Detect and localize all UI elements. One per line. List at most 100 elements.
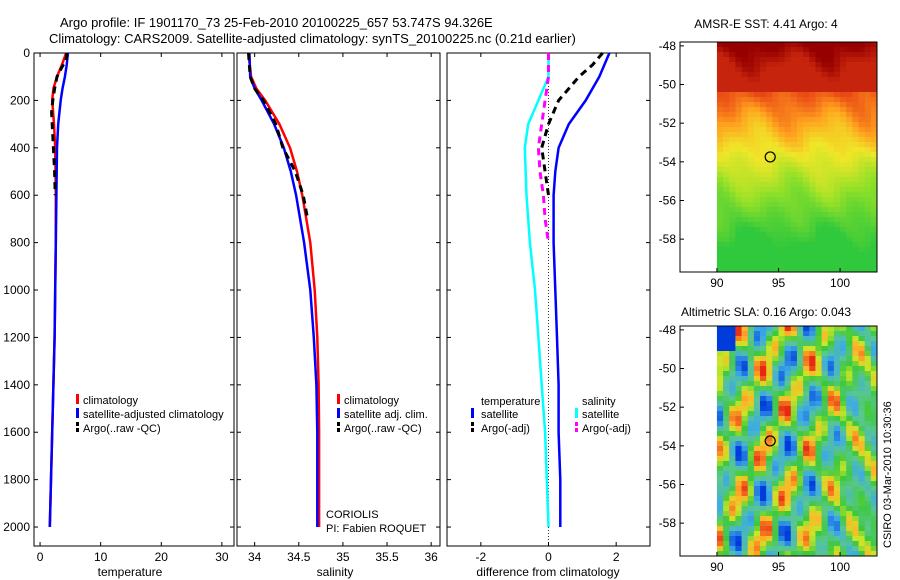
heatmap-cell — [821, 207, 829, 213]
heatmap-cell — [858, 52, 866, 58]
heatmap-cell — [858, 257, 866, 263]
heatmap-cell — [723, 396, 730, 402]
heatmap-cell — [803, 471, 810, 477]
heatmap-cell — [784, 127, 792, 133]
heatmap-cell — [803, 516, 810, 522]
heatmap-cell — [716, 162, 724, 168]
heatmap-cell — [833, 262, 841, 268]
heatmap-cell — [772, 242, 779, 248]
heatmap-cell — [852, 87, 859, 93]
heatmap-cell — [858, 411, 866, 417]
heatmap-cell — [827, 491, 835, 497]
heatmap-cell — [741, 222, 749, 228]
heatmap-cell — [729, 77, 736, 83]
heatmap-cell — [796, 416, 804, 422]
heatmap-cell — [741, 436, 749, 442]
heatmap-cell — [821, 471, 829, 477]
heatmap-cell — [827, 87, 835, 93]
heatmap-cell — [778, 77, 786, 83]
heatmap-cell — [747, 461, 755, 467]
heatmap-cell — [846, 162, 853, 168]
heatmap-cell — [772, 551, 779, 557]
heatmap-cell — [716, 102, 724, 108]
heatmap-cell — [753, 262, 761, 268]
legend-marker-satellite-adj — [337, 408, 340, 418]
heatmap-cell — [870, 481, 878, 487]
heatmap-cell — [796, 431, 804, 437]
heatmap-cell — [870, 476, 878, 482]
heatmap-cell — [870, 456, 878, 462]
heatmap-cell — [729, 331, 736, 337]
heatmap-cell — [833, 481, 841, 487]
heatmap-cell — [747, 526, 755, 532]
heatmap-cell — [747, 466, 755, 472]
heatmap-cell — [747, 252, 755, 258]
heatmap-cell — [796, 52, 804, 58]
heatmap-cell — [766, 237, 773, 243]
heatmap-cell — [796, 217, 804, 223]
heatmap-cell — [809, 157, 816, 163]
heatmap-cell — [735, 127, 742, 133]
heatmap-cell — [803, 102, 810, 108]
heatmap-cell — [846, 192, 853, 198]
heatmap-cell — [760, 162, 767, 168]
heatmap-cell — [766, 42, 773, 48]
heatmap-cell — [864, 411, 872, 417]
heatmap-cell — [772, 506, 779, 512]
heatmap-cell — [723, 386, 730, 392]
heatmap-cell — [858, 526, 866, 532]
heatmap-cell — [735, 431, 742, 437]
y-tick-label: 1000 — [3, 283, 30, 297]
heatmap-cell — [778, 346, 786, 352]
heatmap-cell — [716, 331, 724, 337]
heatmap-cell — [784, 411, 792, 417]
heatmap-cell — [723, 247, 730, 253]
heatmap-cell — [723, 506, 730, 512]
heatmap-cell — [864, 351, 872, 357]
heatmap-cell — [846, 257, 853, 263]
heatmap-cell — [784, 197, 792, 203]
heatmap-cell — [833, 391, 841, 397]
heatmap-cell — [870, 247, 878, 253]
legend-header-salinity: salinity — [582, 396, 616, 408]
heatmap-cell — [716, 456, 724, 462]
heatmap-cell — [809, 446, 816, 452]
heatmap-cell — [846, 536, 853, 542]
heatmap-cell — [747, 516, 755, 522]
heatmap-cell — [716, 501, 724, 507]
heatmap-cell — [747, 401, 755, 407]
heatmap-cell — [735, 361, 742, 367]
heatmap-cell — [833, 177, 841, 183]
heatmap-cell — [784, 177, 792, 183]
heatmap-cell — [784, 117, 792, 123]
heatmap-cell — [846, 396, 853, 402]
heatmap-cell — [803, 356, 810, 362]
heatmap-cell — [760, 42, 767, 48]
heatmap-cell — [729, 57, 736, 63]
heatmap-cell — [840, 97, 847, 103]
heatmap-cell — [796, 47, 804, 53]
heatmap-cell — [809, 541, 816, 547]
heatmap-cell — [840, 376, 847, 382]
heatmap-cell — [796, 152, 804, 158]
heatmap-cell — [864, 72, 872, 78]
heatmap-cell — [716, 47, 724, 53]
heatmap-cell — [870, 411, 878, 417]
heatmap-cell — [864, 406, 872, 412]
heatmap-cell — [803, 421, 810, 427]
heatmap-cell — [852, 232, 859, 238]
heatmap-cell — [846, 77, 853, 83]
y-tick-label: 1400 — [3, 378, 30, 392]
heatmap-cell — [846, 167, 853, 173]
heatmap-cell — [729, 262, 736, 268]
heatmap-cell — [827, 232, 835, 238]
heatmap-cell — [766, 57, 773, 63]
heatmap-cell — [833, 516, 841, 522]
heatmap-cell — [846, 97, 853, 103]
heatmap-cell — [753, 237, 761, 243]
heatmap-cell — [760, 252, 767, 258]
heatmap-cell — [827, 217, 835, 223]
heatmap-cell — [852, 421, 859, 427]
heatmap-cell — [790, 107, 798, 113]
x-tick-label: 100 — [830, 276, 850, 290]
